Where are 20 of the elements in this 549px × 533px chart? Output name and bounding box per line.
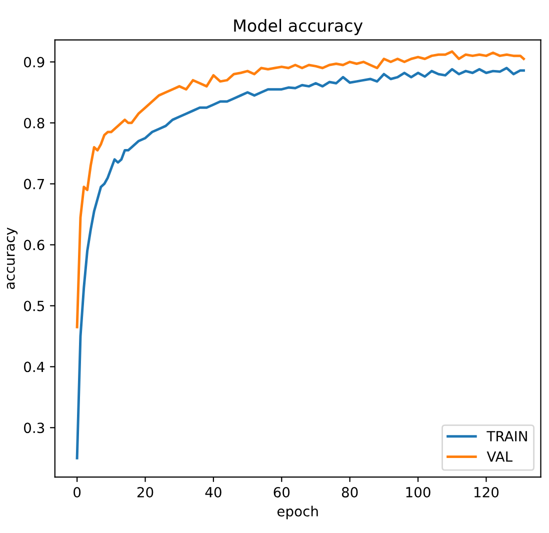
legend-label: VAL [486,452,512,462]
x-tick-label: 120 [474,487,499,498]
y-tick-label: 0.5 [24,300,44,312]
y-tick-label: 0.3 [24,422,44,434]
y-tick-label: 0.6 [24,240,44,250]
x-axis-title: epoch [277,506,318,520]
y-tick-label: 0.7 [24,178,44,190]
x-tick-label: 60 [274,487,290,498]
y-tick-label: 0.4 [24,362,44,372]
x-tick-label: 100 [406,487,430,498]
x-tick-label: 20 [137,487,154,498]
y-axis-title: accuracy [6,228,18,290]
x-tick-label: 80 [342,487,358,498]
y-tick-label: 0.8 [24,118,44,128]
y-tick-label: 0.9 [24,56,44,68]
line-series [76,50,525,328]
x-tick-label: 0 [74,487,81,498]
chart-title: Model accuracy [234,18,363,36]
x-tick-label: 40 [205,487,222,498]
legend-label: TRAIN [486,431,527,442]
